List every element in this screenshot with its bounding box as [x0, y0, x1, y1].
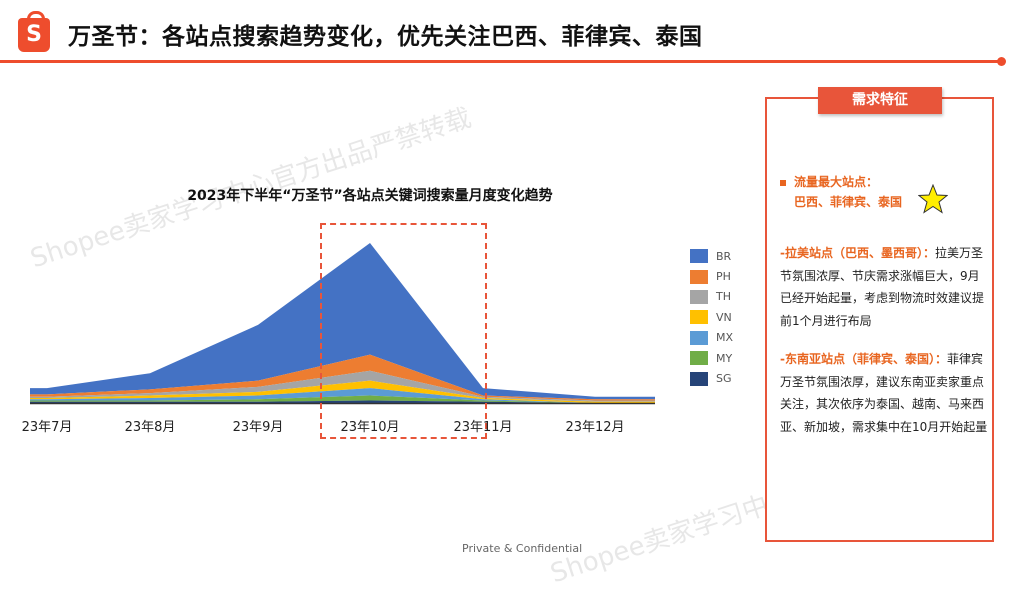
legend-item-mx: MX [690, 328, 733, 348]
footer-confidential: Private & Confidential [462, 542, 583, 555]
area-series-br [30, 243, 655, 400]
title-divider-dot [997, 57, 1006, 66]
latam-heading: -拉美站点（巴西、墨西哥）： [780, 246, 935, 260]
legend-label: VN [716, 310, 732, 324]
legend-label: MY [716, 351, 733, 365]
chart-legend: BR PH TH VN MX MY SG [690, 246, 733, 389]
star-icon [918, 184, 948, 214]
bullet-top-sites: 流量最大站点： [780, 172, 988, 192]
legend-item-my: MY [690, 348, 733, 368]
bullet-title: 流量最大站点： [794, 175, 879, 189]
sea-text: 菲律宾万圣节氛围浓厚，建议东南亚卖家重点关注，其次依序为泰国、越南、马来西亚、新… [780, 352, 988, 434]
legend-item-th: TH [690, 287, 733, 307]
x-tick-label: 23年7月 [21, 420, 73, 435]
legend-label: BR [716, 249, 732, 263]
x-tick-label: 23年9月 [232, 420, 284, 435]
bullet-sites: 巴西、菲律宾、泰国 [794, 195, 903, 209]
legend-item-ph: PH [690, 266, 733, 286]
legend-item-vn: VN [690, 307, 733, 327]
x-tick-label: 23年8月 [124, 420, 176, 435]
legend-label: MX [716, 331, 734, 345]
october-highlight-box [320, 223, 487, 439]
shopping-bag-handle-icon [27, 11, 45, 24]
panel-header: 需求特征 [818, 87, 942, 114]
legend-swatch [690, 310, 708, 325]
legend-item-sg: SG [690, 368, 733, 388]
page-title: 万圣节：各站点搜索趋势变化，优先关注巴西、菲律宾、泰国 [68, 24, 703, 50]
legend-swatch [690, 269, 708, 284]
panel-body: 流量最大站点： 巴西、菲律宾、泰国 -拉美站点（巴西、墨西哥）：拉美万圣节氛围浓… [780, 172, 988, 438]
area-series-my [30, 395, 655, 403]
bullet-square-icon [780, 179, 786, 186]
legend-swatch [690, 371, 708, 386]
area-series-sg [30, 400, 655, 403]
x-tick-label: 23年12月 [565, 420, 625, 435]
legend-swatch [690, 289, 708, 304]
area-series-vn [30, 380, 655, 403]
area-chart [30, 243, 655, 405]
sea-heading: -东南亚站点（菲律宾、泰国）： [780, 352, 947, 366]
legend-label: PH [716, 270, 731, 284]
shopee-logo: S [18, 11, 50, 52]
logo-letter: S [26, 22, 42, 47]
title-divider [0, 60, 1000, 63]
legend-item-br: BR [690, 246, 733, 266]
area-series-th [30, 370, 655, 402]
legend-swatch [690, 249, 708, 264]
x-tick-label: 23年11月 [453, 420, 513, 435]
latam-paragraph: -拉美站点（巴西、墨西哥）：拉美万圣节氛围浓厚、节庆需求涨幅巨大，9月已经开始起… [780, 242, 988, 332]
chart-title: 2023年下半年“万圣节”各站点关键词搜索量月度变化趋势 [187, 188, 553, 204]
area-series-mx [30, 388, 655, 403]
legend-label: TH [716, 290, 731, 304]
latam-text: 拉美万圣节氛围浓厚、节庆需求涨幅巨大，9月已经开始起量，考虑到物流时效建议提前1… [780, 246, 985, 328]
area-series-ph [30, 354, 655, 401]
sea-paragraph: -东南亚站点（菲律宾、泰国）：菲律宾万圣节氛围浓厚，建议东南亚卖家重点关注，其次… [780, 348, 988, 438]
legend-swatch [690, 330, 708, 345]
demand-features-panel [765, 97, 994, 542]
legend-swatch [690, 351, 708, 366]
x-tick-label: 23年10月 [340, 420, 400, 435]
legend-label: SG [716, 372, 732, 386]
